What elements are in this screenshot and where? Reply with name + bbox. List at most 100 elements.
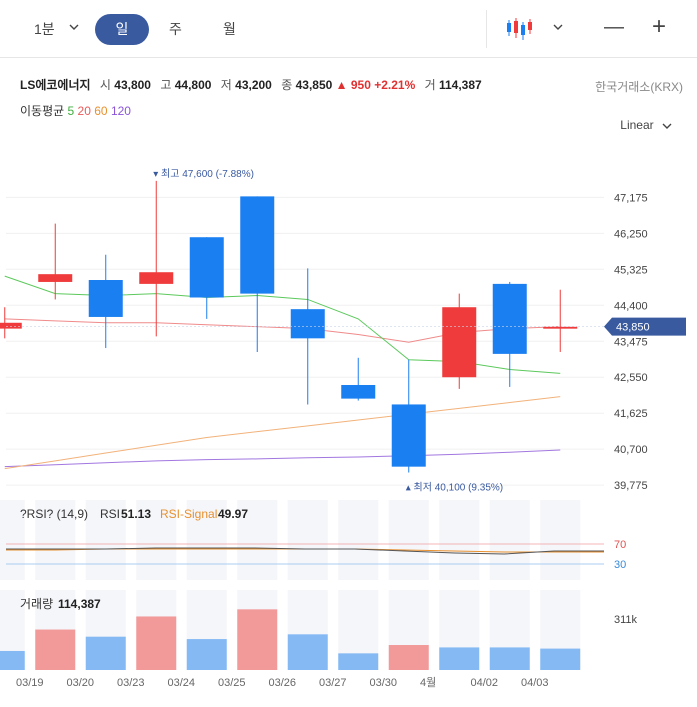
- rsi-signal-value: 49.97: [218, 507, 248, 521]
- chart-type-chevron-icon[interactable]: [552, 21, 564, 36]
- ma120-line: [4, 449, 561, 468]
- ma20-label: 20: [77, 104, 91, 118]
- rsi-column-bg: [338, 500, 379, 580]
- open-label: 시: [99, 78, 111, 92]
- rsi-label: RSI: [100, 507, 120, 521]
- date-tick-label: 03/20: [67, 677, 95, 689]
- rsi-column-bg: [540, 500, 581, 580]
- volume-bar: [35, 629, 76, 670]
- open-value: 43,800: [114, 78, 151, 92]
- rsi-column-bg: [35, 500, 76, 580]
- current-price-text: 43,850: [616, 322, 650, 334]
- candle-body: [189, 237, 224, 298]
- ma-legend: 이동평균 5 20 60 120: [20, 102, 131, 119]
- price-tick-label: 47,175: [614, 192, 648, 204]
- rsi-column-bg: [287, 500, 328, 580]
- high-value: 44,800: [174, 78, 212, 92]
- rsi-column-bg: [237, 500, 278, 580]
- candle-body: [290, 309, 325, 339]
- rsi-column-bg: [489, 500, 530, 580]
- low-label: 저: [220, 78, 232, 92]
- rsi-signal-label: RSI-Signal: [160, 507, 217, 521]
- interval-minute-button[interactable]: 1분: [34, 21, 55, 37]
- candle-body: [543, 326, 578, 329]
- volume-label: 거: [424, 78, 436, 92]
- ma5-line: [4, 275, 561, 374]
- chevron-down-icon[interactable]: [68, 21, 80, 36]
- ma-legend-label: 이동평균: [20, 104, 65, 118]
- interval-day-button[interactable]: 일: [95, 14, 149, 45]
- candle-body: [139, 272, 174, 284]
- volume-value: 114,387: [438, 78, 482, 92]
- volume-bar: [0, 650, 25, 670]
- candle-body: [0, 322, 22, 329]
- ma120-label: 120: [110, 104, 131, 118]
- price-tick-label: 41,625: [614, 408, 648, 420]
- ma5-label: 5: [67, 104, 75, 118]
- close-value: 43,850: [295, 78, 333, 92]
- volume-bar: [237, 609, 278, 670]
- price-tick-label: 40,700: [614, 444, 648, 456]
- candle-body: [240, 196, 275, 294]
- volume-bar: [287, 634, 328, 670]
- ma60-label: 60: [94, 104, 108, 118]
- volume-value: 114,387: [58, 597, 101, 611]
- volume-bar: [439, 647, 480, 670]
- candle-body: [88, 280, 123, 317]
- price-tick-label: 45,325: [614, 264, 648, 276]
- candle-body: [492, 283, 527, 354]
- high-label: 고: [160, 78, 172, 92]
- price-tick-label: 43,475: [614, 336, 648, 348]
- volume-label: 거래량: [20, 597, 53, 611]
- candle-body: [38, 274, 73, 282]
- interval-week-button[interactable]: 주: [169, 21, 182, 37]
- price-tick-label: 39,775: [614, 480, 648, 492]
- zoom-out-button[interactable]: —: [604, 16, 624, 38]
- toolbar-divider: [486, 10, 487, 48]
- volume-tick-label: 311k: [614, 614, 638, 626]
- close-label: 종: [281, 78, 293, 92]
- rsi-level-30-label: 30: [614, 559, 626, 571]
- volume-bar: [186, 639, 227, 670]
- volume-bar: [489, 647, 530, 670]
- date-tick-label: 04/02: [471, 677, 499, 689]
- volume-bar: [85, 636, 126, 670]
- candle-body: [442, 307, 477, 378]
- price-tick-label: 44,400: [614, 300, 648, 312]
- low-value: 43,200: [235, 78, 272, 92]
- rsi-column-bg: [136, 500, 177, 580]
- min-price-label: ▴ 최저 40,100 (9.35%): [406, 482, 503, 494]
- rsi-value: 51.13: [121, 507, 151, 521]
- volume-bar: [388, 645, 429, 670]
- volume-bar: [338, 653, 379, 670]
- interval-month-button[interactable]: 월: [223, 21, 236, 37]
- volume-bar: [540, 648, 581, 670]
- rsi-column-bg: [439, 500, 480, 580]
- rsi-line: [6, 547, 604, 555]
- current-price-tag: [604, 317, 686, 336]
- date-tick-label: 4월: [420, 676, 436, 689]
- ma60-line: [4, 396, 561, 470]
- rsi-column-bg: [85, 500, 126, 580]
- date-tick-label: 03/23: [117, 677, 145, 689]
- rsi-title: ?RSI? (14,9): [20, 507, 88, 521]
- exchange-label: 한국거래소(KRX): [595, 80, 683, 94]
- max-price-label: ▾ 최고 47,600 (-7.88%): [153, 168, 254, 180]
- date-tick-label: 03/25: [218, 677, 246, 689]
- price-tick-label: 46,250: [614, 228, 648, 240]
- rsi-column-bg: [186, 500, 227, 580]
- scale-mode-select[interactable]: Linear: [620, 118, 673, 132]
- candle-body: [341, 385, 376, 399]
- change-value: ▲ 950 +2.21%: [335, 78, 416, 92]
- volume-bar: [136, 616, 177, 670]
- zoom-in-button[interactable]: +: [652, 13, 667, 40]
- date-tick-label: 03/30: [370, 677, 398, 689]
- rsi-column-bg: [0, 500, 25, 580]
- candlestick-type-icon[interactable]: [505, 16, 533, 42]
- date-tick-label: 04/03: [521, 677, 549, 689]
- date-tick-label: 03/26: [269, 677, 297, 689]
- date-tick-label: 03/19: [16, 677, 44, 689]
- date-tick-label: 03/27: [319, 677, 347, 689]
- scale-mode-label: Linear: [620, 118, 654, 132]
